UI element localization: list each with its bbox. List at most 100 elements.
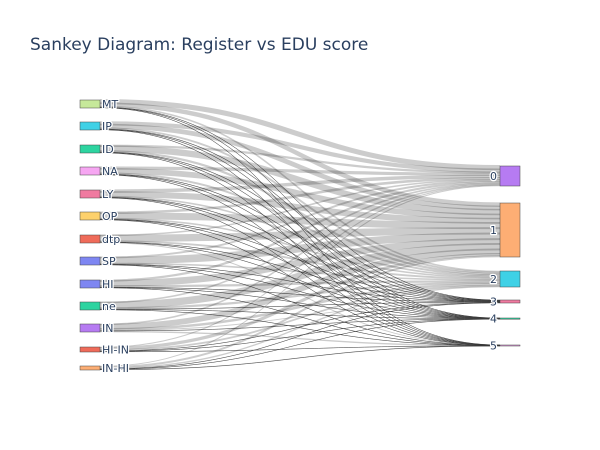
target-node-label: 0: [490, 170, 497, 183]
sankey-link[interactable]: [99, 248, 501, 330]
source-node-label: SP: [102, 255, 116, 268]
sankey-link-edge: [99, 318, 501, 352]
sankey-link[interactable]: [99, 179, 501, 259]
sankey-link[interactable]: [99, 238, 501, 287]
target-node-2[interactable]: [499, 270, 521, 288]
sankey-link-edge: [99, 219, 501, 319]
source-node-hi[interactable]: [79, 279, 101, 289]
sankey-link-edge: [99, 173, 501, 302]
sankey-link[interactable]: [99, 180, 501, 282]
source-node-label: NA: [102, 165, 118, 178]
sankey-link[interactable]: [99, 282, 501, 331]
sankey-link[interactable]: [99, 127, 501, 274]
sankey-link-edge: [99, 345, 501, 353]
source-node-op[interactable]: [79, 211, 101, 221]
sankey-link[interactable]: [99, 255, 501, 369]
target-node-0[interactable]: [499, 165, 521, 187]
sankey-link-edge: [99, 242, 501, 319]
sankey-link[interactable]: [99, 285, 501, 369]
sankey-link[interactable]: [99, 174, 501, 193]
sankey-link-edge: [99, 302, 501, 352]
source-node-na[interactable]: [79, 166, 101, 176]
target-node-5[interactable]: [499, 344, 521, 347]
sankey-link-edge: [99, 174, 501, 319]
sankey-link[interactable]: [99, 195, 501, 278]
target-node-label: 5: [490, 340, 497, 353]
source-node-mt[interactable]: [79, 99, 101, 109]
sankey-link-edge: [99, 318, 501, 370]
sankey-link-edge: [99, 241, 501, 302]
sankey-link[interactable]: [99, 99, 501, 171]
source-node-label: IN: [102, 322, 113, 335]
sankey-link[interactable]: [99, 232, 501, 265]
source-node-ne[interactable]: [79, 301, 101, 311]
sankey-link[interactable]: [99, 301, 501, 331]
target-node-label: 1: [490, 224, 497, 237]
sankey-link[interactable]: [99, 177, 501, 215]
sankey-link-edge: [99, 129, 501, 319]
source-node-dtp[interactable]: [79, 234, 101, 244]
source-node-label: HI: [102, 278, 114, 291]
sankey-link[interactable]: [99, 167, 501, 220]
sankey-link-edge: [99, 151, 501, 301]
source-node-ip[interactable]: [79, 121, 101, 131]
sankey-link-edge: [99, 128, 501, 301]
sankey-link-edge: [99, 301, 501, 310]
sankey-link-edge: [99, 196, 501, 302]
sankey-link-edge: [99, 263, 501, 302]
sankey-link-edge: [99, 197, 501, 319]
sankey-link[interactable]: [99, 102, 501, 207]
sankey-link[interactable]: [99, 166, 501, 176]
sankey-link[interactable]: [99, 172, 501, 277]
target-node-label: 3: [490, 296, 497, 309]
sankey-link[interactable]: [99, 217, 501, 279]
source-node-ly[interactable]: [79, 189, 101, 199]
sankey-link[interactable]: [99, 252, 501, 351]
sankey-link[interactable]: [99, 191, 501, 224]
sankey-link[interactable]: [99, 240, 501, 280]
sankey-link-edge: [99, 264, 501, 346]
source-node-sp[interactable]: [79, 256, 101, 266]
source-node-label: ID: [102, 143, 114, 156]
sankey-link[interactable]: [99, 262, 501, 281]
sankey-link[interactable]: [99, 242, 501, 346]
sankey-link[interactable]: [99, 184, 501, 348]
source-node-label: OP: [102, 210, 118, 223]
source-node-in[interactable]: [79, 323, 101, 333]
sankey-link[interactable]: [99, 185, 501, 367]
target-node-4[interactable]: [499, 317, 521, 320]
sankey-link[interactable]: [99, 212, 501, 230]
source-node-label: LY: [102, 188, 114, 201]
sankey-link[interactable]: [99, 178, 501, 237]
sankey-link[interactable]: [99, 330, 501, 347]
sankey-link[interactable]: [99, 183, 501, 326]
sankey-link-edge: [99, 106, 501, 301]
sankey-link-edge: [99, 302, 501, 370]
sankey-link[interactable]: [99, 105, 501, 273]
target-node-label: 2: [490, 273, 497, 286]
sankey-link[interactable]: [99, 145, 501, 216]
source-node-in-hi[interactable]: [79, 365, 101, 371]
sankey-link[interactable]: [99, 123, 501, 211]
source-node-id[interactable]: [79, 144, 101, 154]
sankey-link[interactable]: [99, 284, 501, 352]
sankey-link[interactable]: [99, 144, 501, 174]
sankey-link[interactable]: [99, 280, 501, 288]
sankey-link-edge: [99, 309, 501, 346]
source-node-hi-in[interactable]: [79, 346, 101, 353]
sankey-link[interactable]: [99, 281, 501, 310]
sankey-link[interactable]: [99, 227, 501, 242]
sankey-link-edge: [99, 318, 501, 332]
sankey-link[interactable]: [99, 182, 501, 304]
sankey-link-edge: [99, 287, 501, 319]
source-node-label: IP: [102, 120, 112, 133]
sankey-link[interactable]: [99, 121, 501, 173]
sankey-link[interactable]: [99, 242, 501, 309]
sankey-link[interactable]: [99, 149, 501, 276]
target-node-1[interactable]: [499, 202, 521, 258]
source-node-label: MT: [102, 98, 118, 111]
source-node-label: HI-IN: [102, 344, 129, 357]
target-node-3[interactable]: [499, 299, 521, 304]
diagram-title: Sankey Diagram: Register vs EDU score: [30, 35, 368, 55]
